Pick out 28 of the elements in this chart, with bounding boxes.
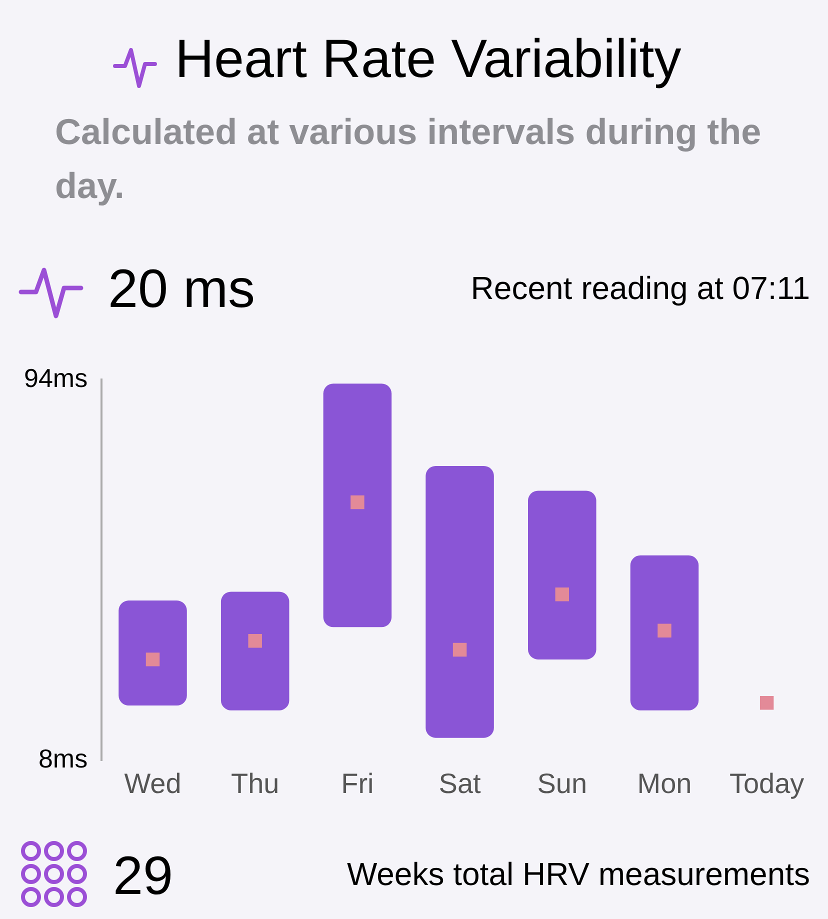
point <box>658 624 672 638</box>
chart-subtitle: Calculated at various intervals during the day. <box>55 110 762 208</box>
y-tick-label: 94ms <box>24 362 88 393</box>
x-tick-label: Sat <box>438 768 482 799</box>
point <box>452 642 467 657</box>
y-tick-label: 8ms <box>38 744 88 774</box>
x-tick-label: Mon <box>637 768 692 799</box>
bar <box>118 600 187 706</box>
text: 29 <box>113 845 174 907</box>
x-tick-label: Today <box>729 768 804 799</box>
point <box>350 495 364 510</box>
text: 20 ms <box>108 258 256 320</box>
bar <box>323 384 392 628</box>
text: Weeks total HRV measurements <box>347 856 810 893</box>
bar <box>528 490 596 660</box>
point <box>760 696 774 710</box>
x-tick-label: Wed <box>124 768 182 799</box>
bar <box>426 466 494 738</box>
point <box>146 652 160 666</box>
x-tick-label: Thu <box>230 768 280 799</box>
point <box>555 587 569 602</box>
x-tick-label: Fri <box>341 768 374 799</box>
text: Recent reading at 07:11 <box>470 270 810 307</box>
bar <box>220 592 290 710</box>
x-tick-label: Sun <box>537 768 588 799</box>
chart-title: Heart Rate Variability <box>175 28 682 90</box>
point <box>248 634 262 648</box>
bar <box>630 555 699 710</box>
